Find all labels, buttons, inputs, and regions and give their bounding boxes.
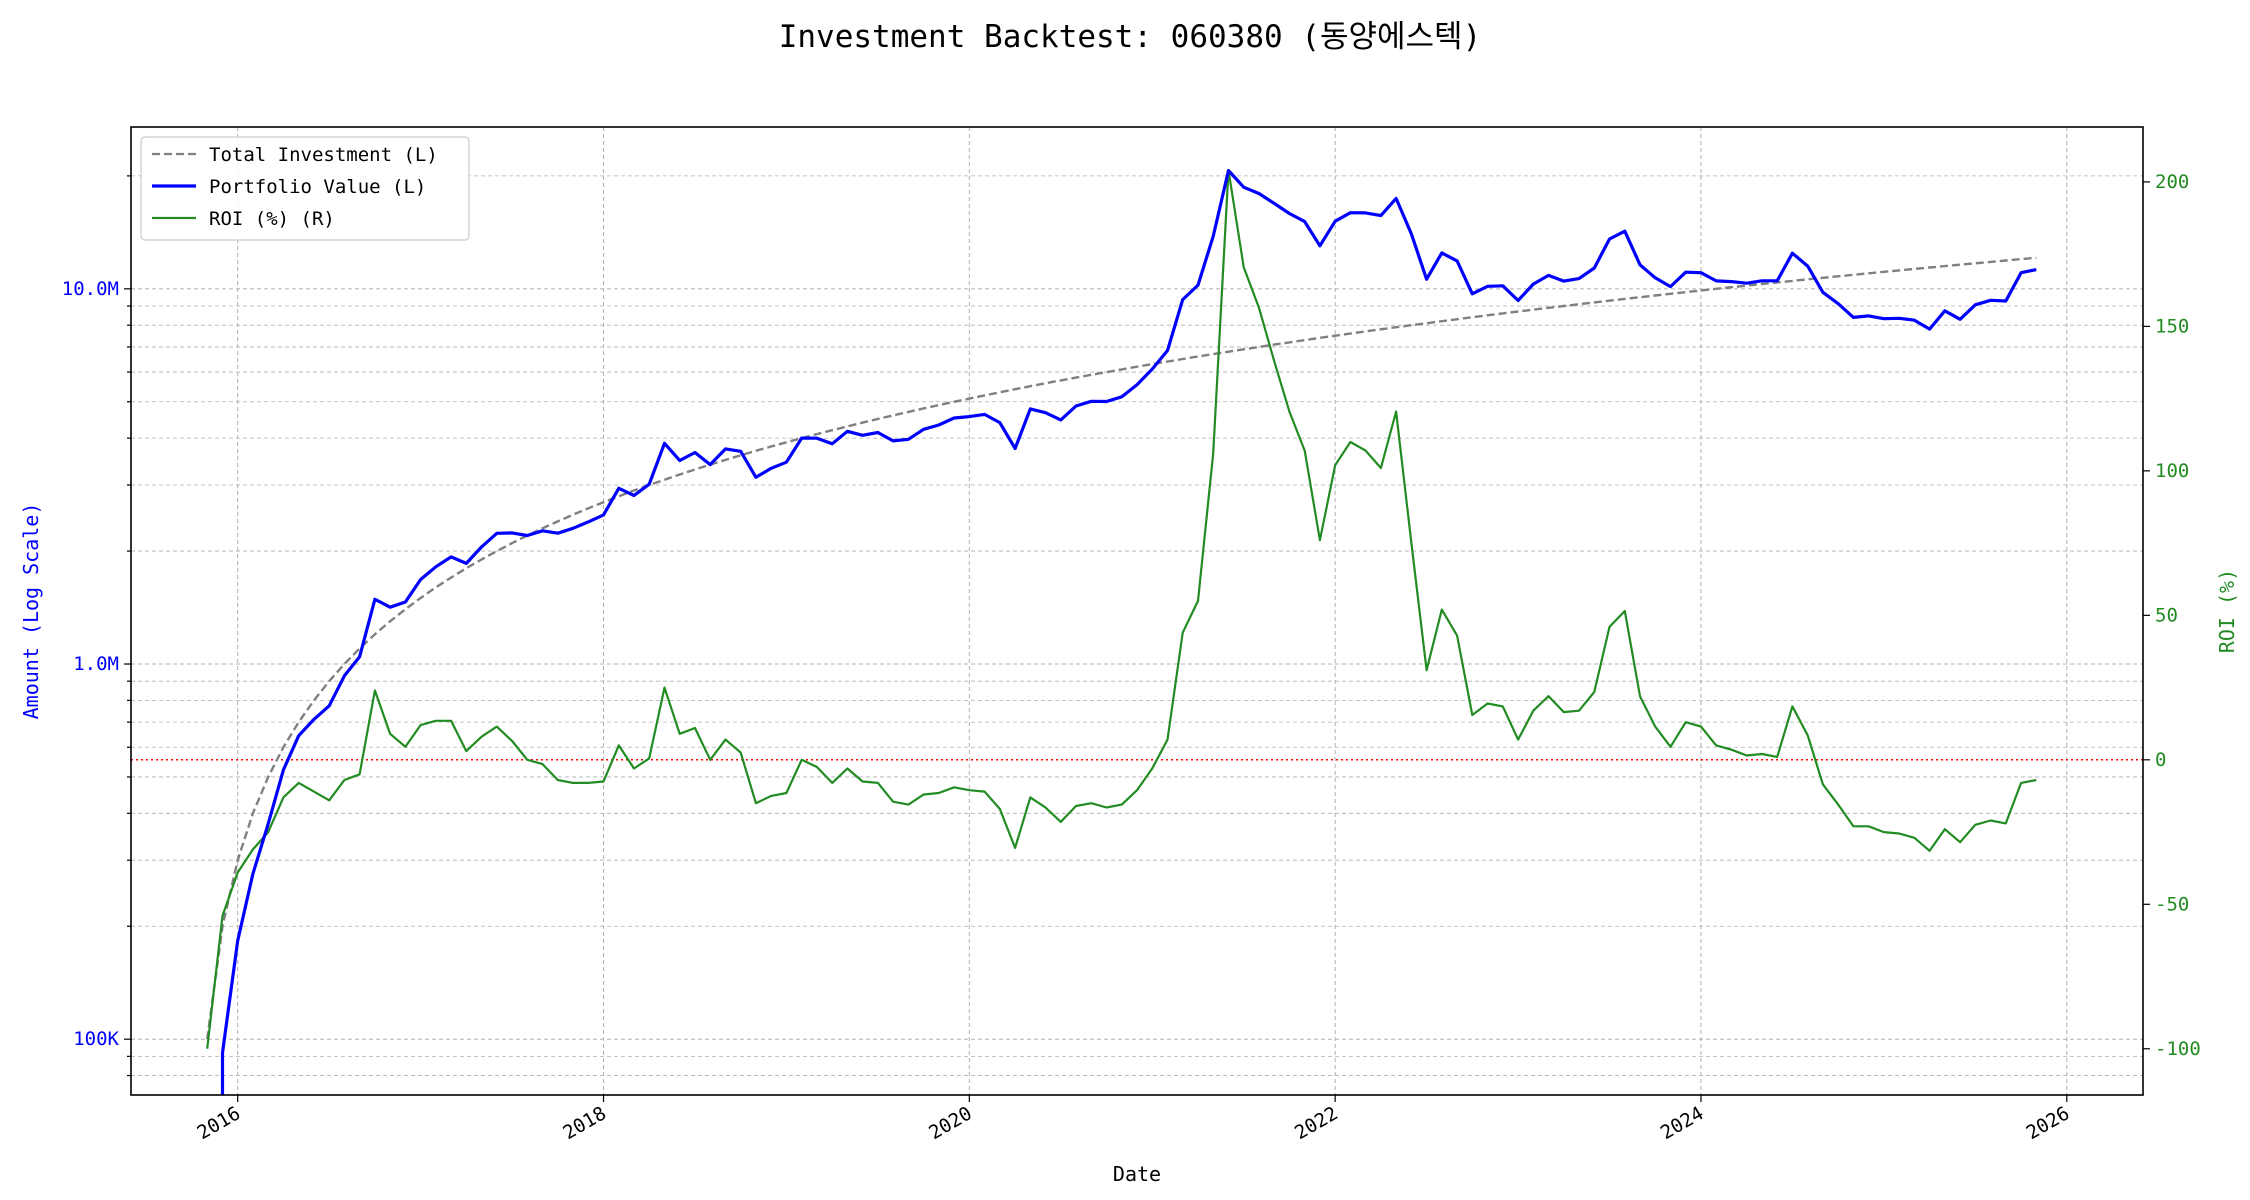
right-y-axis-label: ROI (%) xyxy=(2215,569,2239,653)
right-tick-label: 0 xyxy=(2155,749,2166,771)
legend-label-roi: ROI (%) (R) xyxy=(209,208,335,230)
chart-title: Investment Backtest: 060380 (동양에스텍) xyxy=(779,19,1482,55)
right-tick-label: 100 xyxy=(2155,460,2189,482)
legend: Total Investment (L) Portfolio Value (L)… xyxy=(140,136,470,241)
x-axis-label: Date xyxy=(1113,1162,1161,1186)
x-tick-label: 2020 xyxy=(925,1102,976,1144)
right-tick-label: -50 xyxy=(2155,893,2189,915)
left-tick-label: 1.0M xyxy=(73,653,119,675)
legend-label-portfolio-value: Portfolio Value (L) xyxy=(209,176,426,198)
right-tick-label: 50 xyxy=(2155,604,2178,626)
plot-frame xyxy=(130,126,2144,1096)
left-tick-label: 100K xyxy=(73,1028,119,1050)
right-tick-label: 150 xyxy=(2155,315,2189,337)
x-tick-label: 2022 xyxy=(1291,1102,1342,1144)
left-y-axis-label: Amount (Log Scale) xyxy=(19,503,43,720)
portfolio-value-line xyxy=(220,168,2037,1095)
right-tick-label: 200 xyxy=(2155,171,2189,193)
x-tick-label: 2024 xyxy=(1657,1102,1708,1144)
x-tick-label: 2026 xyxy=(2023,1102,2074,1144)
x-axis: 2016 2018 2020 2022 2024 2026 xyxy=(194,1095,2074,1144)
x-tick-label: 2018 xyxy=(559,1102,610,1144)
roi-line xyxy=(206,169,2037,1049)
legend-box xyxy=(140,136,470,241)
x-tick-label: 2016 xyxy=(194,1102,245,1144)
left-tick-label: 10.0M xyxy=(62,278,119,300)
legend-label-total-investment: Total Investment (L) xyxy=(209,144,438,166)
series-lines xyxy=(206,168,2037,1095)
total-investment-line xyxy=(206,256,2037,1040)
left-y-axis: 100K 1.0M 10.0M xyxy=(62,175,131,1077)
right-y-axis: 200 150 100 50 0 -50 -100 xyxy=(2143,171,2201,1060)
grid xyxy=(131,127,2143,1095)
right-tick-label: -100 xyxy=(2155,1038,2201,1060)
